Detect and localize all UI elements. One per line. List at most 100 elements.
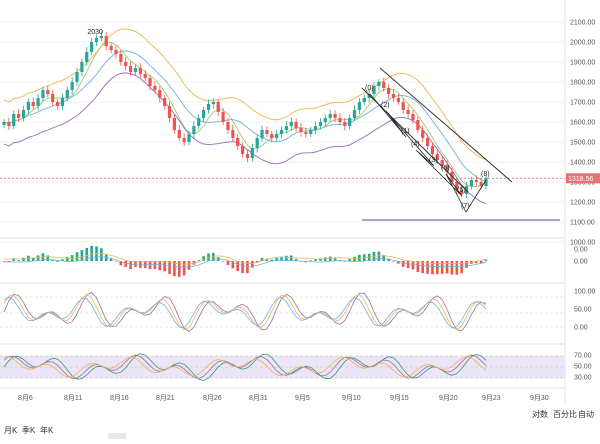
- macd-tick-label: 0.00: [574, 259, 588, 266]
- macd-histogram-bar: [153, 261, 157, 269]
- timeframe-month-button[interactable]: 月K: [4, 426, 18, 435]
- middle-band-line: [3, 50, 487, 183]
- candle-body: [294, 122, 298, 128]
- macd-histogram-bar: [416, 261, 420, 273]
- price-tick-label: 1600.00: [570, 120, 595, 127]
- candle-body: [70, 82, 74, 90]
- candle-body: [148, 78, 152, 86]
- kdj-j-line: [3, 292, 487, 333]
- macd-histogram-bar: [450, 261, 454, 275]
- candle-body: [333, 114, 337, 118]
- auto-scale-button[interactable]: 自动: [578, 410, 594, 419]
- x-axis-date-label: 8月26: [203, 394, 222, 402]
- timeframe-year-button[interactable]: 年K: [40, 426, 54, 435]
- candle-body: [182, 138, 186, 142]
- macd-histogram-bar: [202, 256, 205, 261]
- macd-histogram-bar: [460, 261, 463, 274]
- candle-body: [245, 154, 250, 158]
- macd-histogram-bar: [333, 258, 337, 261]
- channel-upper-line: [379, 67, 513, 183]
- rsi-fast-line: [3, 353, 487, 382]
- x-axis-date-label: 9月23: [482, 394, 501, 402]
- macd-histogram-bar: [406, 261, 410, 268]
- wave-label: (7): [461, 203, 470, 210]
- wave-label: (6): [441, 165, 450, 172]
- candle-body: [221, 112, 225, 122]
- price-tick-label: 1700.00: [570, 100, 595, 107]
- time-scroll-handle: [108, 433, 126, 439]
- macd-histogram-bar: [168, 261, 171, 274]
- macd-histogram-bar: [251, 261, 254, 268]
- candle-body: [206, 104, 211, 110]
- price-tick-label: 1400.00: [570, 160, 595, 167]
- macd-histogram-bar: [207, 253, 210, 261]
- macd-histogram-bar: [31, 257, 35, 261]
- candle-body: [31, 102, 35, 106]
- candle-body: [309, 130, 313, 134]
- price-tick-label: 1200.00: [570, 200, 595, 207]
- wave-label: (4): [411, 141, 420, 148]
- macd-histogram-bar: [275, 257, 278, 261]
- candle-body: [12, 114, 16, 126]
- macd-histogram-bar: [119, 261, 123, 266]
- macd-histogram-bar: [90, 245, 93, 261]
- candle-body: [41, 90, 45, 98]
- wave-label: (3): [429, 157, 438, 164]
- macd-histogram-bar: [484, 259, 488, 261]
- macd-histogram-bar: [12, 258, 16, 261]
- macd-histogram-bar: [56, 261, 59, 262]
- macd-histogram-bar: [314, 259, 317, 261]
- candle-body: [425, 138, 430, 146]
- macd-histogram-bar: [411, 261, 415, 270]
- macd-histogram-bar: [221, 261, 225, 262]
- candle-body: [133, 68, 138, 72]
- candle-body: [236, 138, 240, 146]
- candle-body: [114, 50, 118, 54]
- candle-body: [36, 98, 40, 106]
- macd-histogram-bar: [36, 255, 40, 261]
- candle-body: [90, 42, 94, 52]
- macd-dif-line: [4, 253, 487, 265]
- price-tick-label: 1800.00: [570, 80, 595, 87]
- kdj-k-line: [3, 294, 487, 331]
- log-scale-button[interactable]: 对数: [532, 410, 548, 419]
- x-axis-date-label: 9月15: [390, 394, 409, 402]
- candle-body: [270, 134, 274, 138]
- macd-histogram-bar: [187, 261, 191, 270]
- candle-body: [313, 126, 318, 130]
- candle-body: [289, 122, 293, 126]
- candle-body: [362, 98, 366, 102]
- candle-body: [411, 114, 415, 120]
- x-axis-date-label: 9月20: [439, 394, 458, 402]
- candle-body: [75, 72, 79, 82]
- macd-histogram-bar: [163, 261, 166, 272]
- candle-body: [158, 90, 162, 98]
- candle-body: [99, 36, 103, 38]
- candle-body: [21, 110, 26, 118]
- kdj-d-line: [3, 296, 487, 329]
- candle-body: [104, 36, 108, 46]
- macd-histogram-bar: [426, 261, 429, 274]
- macd-histogram-bar: [70, 255, 74, 261]
- candle-body: [348, 118, 352, 126]
- candle-body: [138, 68, 142, 74]
- candle-body: [279, 130, 284, 134]
- rsi-tick-label: 30.00: [574, 375, 592, 382]
- macd-histogram-bar: [104, 254, 108, 261]
- percent-scale-button[interactable]: 百分比: [553, 410, 577, 419]
- x-axis-date-label: 9月30: [530, 394, 549, 402]
- timeframe-season-button[interactable]: 季K: [22, 426, 36, 435]
- candle-body: [192, 126, 196, 134]
- macd-histogram-bar: [17, 260, 20, 261]
- candle-body: [60, 98, 65, 106]
- price-tick-label: 1000.00: [570, 240, 595, 247]
- candle-body: [143, 74, 147, 78]
- x-axis-date-label: 9月10: [342, 394, 361, 402]
- price-tick-label: 2100.00: [570, 20, 595, 27]
- candle-body: [124, 62, 128, 66]
- macd-histogram-bar: [114, 261, 118, 262]
- macd-histogram-bar: [177, 261, 181, 277]
- candle-body: [474, 180, 478, 182]
- candle-body: [284, 126, 288, 130]
